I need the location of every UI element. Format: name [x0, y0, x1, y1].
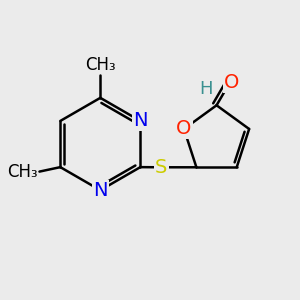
Text: N: N [133, 111, 148, 130]
Text: N: N [93, 181, 108, 200]
Text: CH₃: CH₃ [7, 163, 38, 181]
Text: S: S [155, 158, 168, 177]
Text: O: O [224, 73, 239, 92]
Text: O: O [176, 119, 192, 139]
Text: CH₃: CH₃ [85, 56, 116, 74]
Text: H: H [200, 80, 213, 98]
